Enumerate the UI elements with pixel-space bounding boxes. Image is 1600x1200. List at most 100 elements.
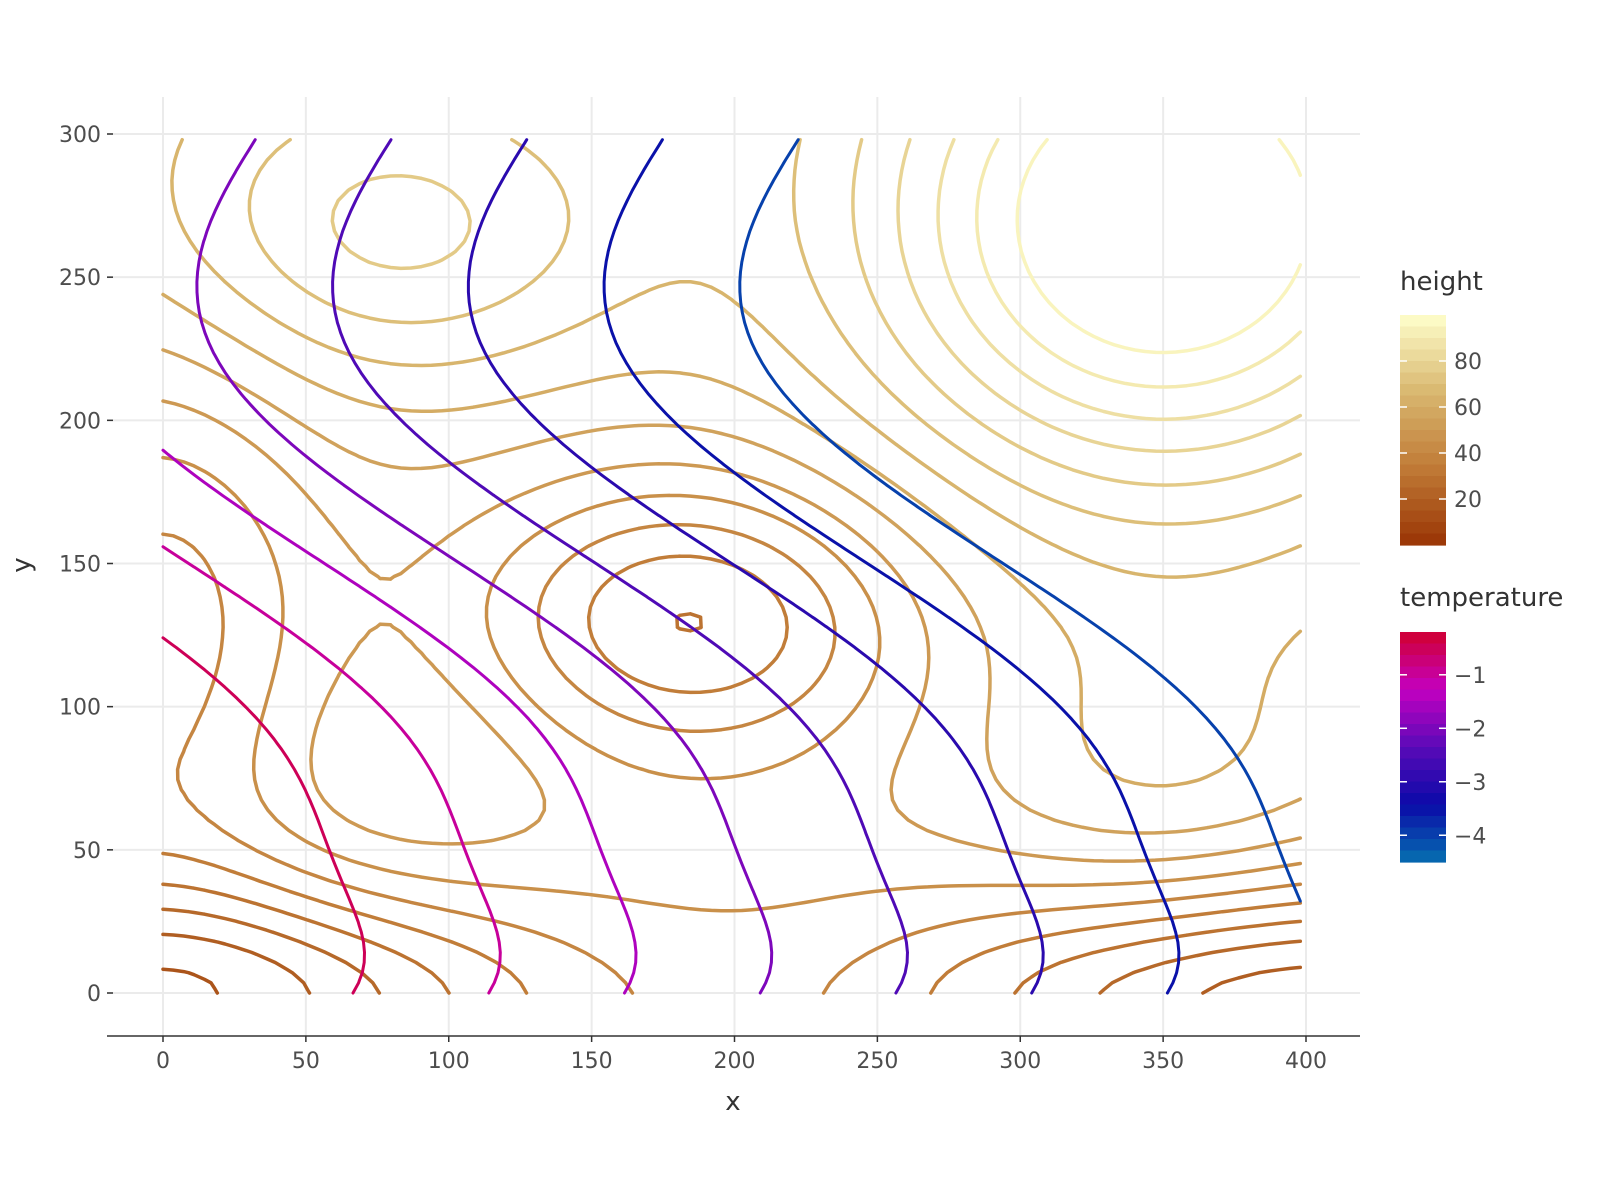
- temperature-contour-line: [466, 138, 1045, 995]
- x-tick-label: 100: [428, 1049, 470, 1074]
- colorbar-step: [1400, 666, 1446, 679]
- colorbar-step: [1400, 724, 1446, 737]
- colorbar-tick-label: −1: [1454, 664, 1486, 689]
- temperature-contour-line: [161, 545, 502, 995]
- x-tick-label: 200: [714, 1049, 756, 1074]
- colorbar-tick-label: −2: [1454, 717, 1486, 742]
- height-contour-line: [161, 399, 1303, 863]
- height-contour-line: [975, 137, 1303, 389]
- height-contour-line: [161, 967, 220, 995]
- height-contour-line: [161, 932, 1303, 995]
- y-tick-label: 300: [59, 123, 101, 148]
- x-tick-label: 50: [292, 1049, 320, 1074]
- colorbar-step: [1400, 464, 1446, 477]
- colorbar-step: [1400, 770, 1446, 783]
- colorbar-step: [1400, 678, 1446, 691]
- height-contour-line: [161, 522, 1303, 995]
- colorbar-step: [1400, 384, 1446, 397]
- y-tick-label: 150: [59, 553, 101, 578]
- colorbar-tick-label: −4: [1454, 824, 1486, 849]
- colorbar-tick-label: 40: [1454, 442, 1482, 467]
- colorbar-step: [1400, 326, 1446, 339]
- colorbar-step: [1400, 712, 1446, 725]
- colorbar-step: [1400, 372, 1446, 385]
- colorbar-step: [1400, 315, 1446, 328]
- legend-temperature-ticks: −1 −2 −3 −4: [1400, 664, 1486, 849]
- legend-height-ticks: 20 40 60 80: [1400, 350, 1482, 513]
- colorbar-step: [1400, 395, 1446, 408]
- colorbar-step: [1400, 338, 1446, 351]
- legend-temperature-colorbar: [1400, 632, 1446, 863]
- legend-height-title: height: [1400, 267, 1483, 297]
- height-contour-line: [161, 554, 1303, 995]
- y-tick-label: 50: [73, 839, 101, 864]
- colorbar-step: [1400, 430, 1446, 443]
- colorbar-step: [1400, 827, 1446, 840]
- x-axis-ticks: 0 50 100 150 200 250 300 350 400: [156, 1036, 1327, 1074]
- temperature-contour-line: [738, 138, 1302, 903]
- colorbar-step: [1400, 781, 1446, 794]
- height-contour-line: [896, 137, 1303, 453]
- colorbar-step: [1400, 361, 1446, 374]
- colorbar-step: [1400, 510, 1446, 523]
- colorbar-tick-label: 80: [1454, 350, 1482, 375]
- temperature-contours: [161, 138, 1302, 995]
- height-contour-line: [1015, 137, 1303, 355]
- y-tick-label: 250: [59, 266, 101, 291]
- colorbar-step: [1400, 747, 1446, 760]
- height-contours: [161, 137, 1303, 995]
- height-contour-line: [330, 137, 1303, 487]
- colorbar-step: [1400, 632, 1446, 645]
- temperature-contour-line: [331, 138, 909, 995]
- x-tick-label: 300: [999, 1049, 1041, 1074]
- colorbar-step: [1400, 643, 1446, 656]
- height-contour-line: [936, 137, 1303, 421]
- height-contour-line: [247, 137, 1303, 526]
- height-contour-line: [170, 137, 1303, 579]
- legend-temperature: temperature −1 −2 −3 −4: [1400, 583, 1563, 863]
- colorbar-step: [1400, 804, 1446, 817]
- height-contour-line: [161, 348, 1303, 835]
- colorbar-step: [1400, 655, 1446, 668]
- colorbar-step: [1400, 418, 1446, 431]
- height-contour-line: [161, 292, 1303, 788]
- colorbar-step: [1400, 793, 1446, 806]
- temperature-contour-line: [161, 448, 638, 995]
- colorbar-step: [1400, 839, 1446, 852]
- temperature-contour-line: [195, 138, 774, 995]
- colorbar-step: [1400, 499, 1446, 512]
- x-axis-title: x: [725, 1087, 740, 1117]
- legend-height: height 20 40 60 80: [1400, 267, 1483, 546]
- colorbar-step: [1400, 441, 1446, 454]
- x-tick-label: 0: [156, 1049, 170, 1074]
- colorbar-step: [1400, 735, 1446, 748]
- x-tick-label: 350: [1142, 1049, 1184, 1074]
- y-tick-label: 100: [59, 696, 101, 721]
- legend-temperature-title: temperature: [1400, 583, 1563, 613]
- colorbar-step: [1400, 522, 1446, 535]
- height-contour-line: [161, 907, 1303, 995]
- colorbar-tick-label: 20: [1454, 488, 1482, 513]
- colorbar-step: [1400, 407, 1446, 420]
- colorbar-tick-label: 60: [1454, 396, 1482, 421]
- x-tick-label: 150: [571, 1049, 613, 1074]
- x-tick-label: 400: [1285, 1049, 1327, 1074]
- colorbar-step: [1400, 453, 1446, 466]
- colorbar-step: [1400, 349, 1446, 362]
- colorbar-step: [1400, 758, 1446, 771]
- temperature-contour-line: [161, 636, 366, 995]
- height-contour-line: [161, 612, 1303, 995]
- x-tick-label: 250: [856, 1049, 898, 1074]
- y-tick-label: 0: [87, 982, 101, 1007]
- colorbar-step: [1400, 476, 1446, 489]
- y-axis-ticks: 0 50 100 150 200 250 300: [59, 123, 113, 1007]
- colorbar-tick-label: −3: [1454, 771, 1486, 796]
- colorbar-step: [1400, 487, 1446, 500]
- colorbar-step: [1400, 533, 1446, 546]
- colorbar-step: [1400, 689, 1446, 702]
- colorbar-step: [1400, 850, 1446, 863]
- y-tick-label: 200: [59, 409, 101, 434]
- y-axis-title: y: [7, 557, 37, 572]
- colorbar-step: [1400, 701, 1446, 714]
